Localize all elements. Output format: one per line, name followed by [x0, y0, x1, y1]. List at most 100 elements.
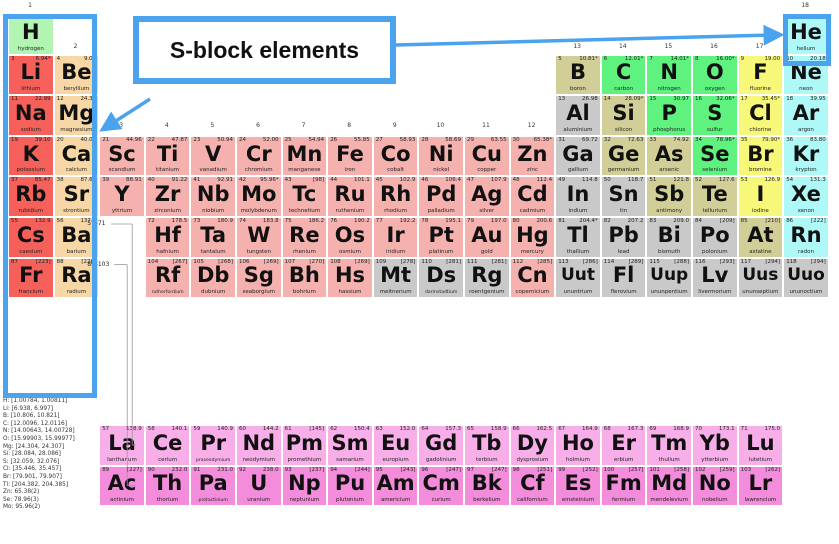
element-symbol: Hs [334, 263, 366, 288]
atomic-number: 42 [239, 177, 246, 184]
element-symbol: Rb [15, 182, 47, 207]
element-symbol: Pt [428, 222, 454, 247]
group-label-16: 16 [710, 42, 718, 50]
element-symbol: At [747, 222, 774, 247]
atomic-number: 38 [56, 177, 64, 184]
atomic-number: 9 [740, 55, 745, 62]
element-sg: 106 [269] Sg seaborgium [236, 257, 282, 299]
element-fm: 100 [257] Fm fermium [600, 465, 647, 507]
atomic-number: 33 [649, 136, 657, 143]
group-label-17: 17 [755, 42, 764, 50]
element-symbol: Md [651, 471, 688, 496]
element-symbol: Pm [285, 430, 324, 455]
atomic-mass: 140.9 [217, 426, 233, 432]
element-name: thulium [658, 456, 680, 463]
element-symbol: Th [152, 471, 183, 496]
atomic-mass: [252] [582, 466, 598, 473]
atomic-weight-entry: Se: 78.96(3) [3, 496, 39, 503]
atomic-mass: 102.9 [399, 177, 416, 184]
element-name: calcium [65, 167, 88, 174]
element-symbol: Pb [608, 222, 639, 247]
element-symbol: Hf [154, 222, 181, 247]
atomic-mass: [223] [35, 258, 51, 265]
element-sb: 51 121.8 Sb antimony [646, 176, 692, 217]
element-symbol: Mt [380, 263, 412, 288]
element-symbol: Pd [425, 182, 457, 207]
atomic-mass: 55.85 [354, 136, 370, 143]
atomic-number: 66 [512, 426, 520, 432]
element-symbol: I [756, 182, 765, 207]
atomic-mass: 44.96 [126, 136, 142, 143]
element-symbol: Co [380, 141, 411, 166]
element-name: meitnerium [379, 289, 412, 296]
element-name: vanadium [199, 167, 227, 174]
element-symbol: Cs [16, 222, 45, 247]
element-name: nobelium [701, 497, 728, 504]
element-mg: 12 24.31 Mg magnesium [53, 95, 100, 136]
atomic-mass: 209.0 [673, 218, 689, 224]
element-la: 57 138.9 La lanthanum [99, 425, 145, 466]
atomic-number: 44 [330, 177, 338, 184]
atomic-mass: 85.47 [34, 177, 51, 184]
element-name: protactinium [198, 498, 228, 504]
atomic-number: 102 [695, 466, 706, 473]
atomic-mass: [293] [719, 258, 735, 265]
atomic-mass: [294] [765, 258, 781, 265]
element-name: ununpentium [650, 289, 688, 296]
element-name: hassium [338, 289, 362, 296]
atomic-mass: 58.69 [445, 136, 461, 143]
element-name: oxygen [704, 86, 725, 93]
element-os: 76 190.2 Os osmium [327, 217, 373, 258]
element-symbol: Fl [612, 263, 635, 288]
atomic-number: 98 [512, 466, 520, 473]
element-name: flerovium [610, 289, 637, 296]
atomic-number: 3 [11, 55, 15, 62]
atomic-mass: [237] [309, 466, 325, 473]
atomic-mass: 39.95 [810, 96, 826, 103]
element-tm: 69 168.9 Tm thulium [646, 425, 692, 466]
element-symbol: No [698, 471, 731, 496]
atomic-mass: [226] [81, 258, 97, 265]
element-cr: 24 52.00 Cr chromium [236, 135, 282, 177]
element-name: dysprosium [516, 456, 549, 463]
element-db: 105 [268] Db dubnium [190, 257, 236, 299]
atomic-mass: 140.1 [171, 426, 188, 432]
element-ga: 31 69.72 Ga gallium [555, 135, 601, 177]
atomic-mass: 26.98 [582, 96, 598, 103]
element-name: niobium [202, 207, 225, 214]
atomic-number: 116 [695, 258, 706, 265]
element-name: neptunium [289, 497, 320, 504]
element-symbol: La [108, 430, 136, 455]
element-name: silver [479, 207, 495, 214]
atomic-mass: 72.63 [627, 136, 644, 143]
element-symbol: Fm [605, 471, 642, 496]
atomic-number: 71 [740, 426, 748, 432]
atomic-mass: [145] [309, 426, 325, 432]
element-se: 34 78.96* Se selenium [692, 135, 738, 177]
atomic-mass: 204.4* [579, 218, 598, 224]
atomic-number: 48 [512, 177, 520, 184]
element-symbol: Uus [742, 265, 779, 286]
atomic-number: 34 [695, 136, 702, 143]
group-label-10: 10 [436, 121, 445, 129]
element-ca: 20 40.08 Ca calcium [53, 135, 100, 177]
s-block-callout: S-block elements [133, 16, 396, 84]
element-name: zinc [526, 167, 538, 174]
atomic-number: 78 [421, 218, 429, 224]
atomic-weight-entry: C: [12.0096, 12.0116] [3, 420, 67, 427]
atomic-mass: 197.0 [490, 218, 507, 224]
atomic-number: 16 [695, 96, 702, 103]
atomic-number: 92 [239, 466, 246, 473]
atomic-number: 25 [284, 136, 292, 143]
atomic-number: 4 [56, 55, 61, 62]
atomic-number: 45 [375, 177, 383, 184]
element-symbol: Pa [198, 471, 228, 496]
element-ho: 67 164.9 Ho holmium [555, 425, 601, 466]
element-ti: 22 47.87 Ti titanium [144, 135, 191, 177]
element-rb: 37 85.47 Rb rubidium [8, 176, 54, 217]
element-ag: 47 107.9 Ag silver [464, 176, 510, 217]
element-symbol: Zr [154, 182, 181, 207]
element-name: phosphorus [653, 126, 686, 133]
element-name: scandium [108, 167, 136, 174]
